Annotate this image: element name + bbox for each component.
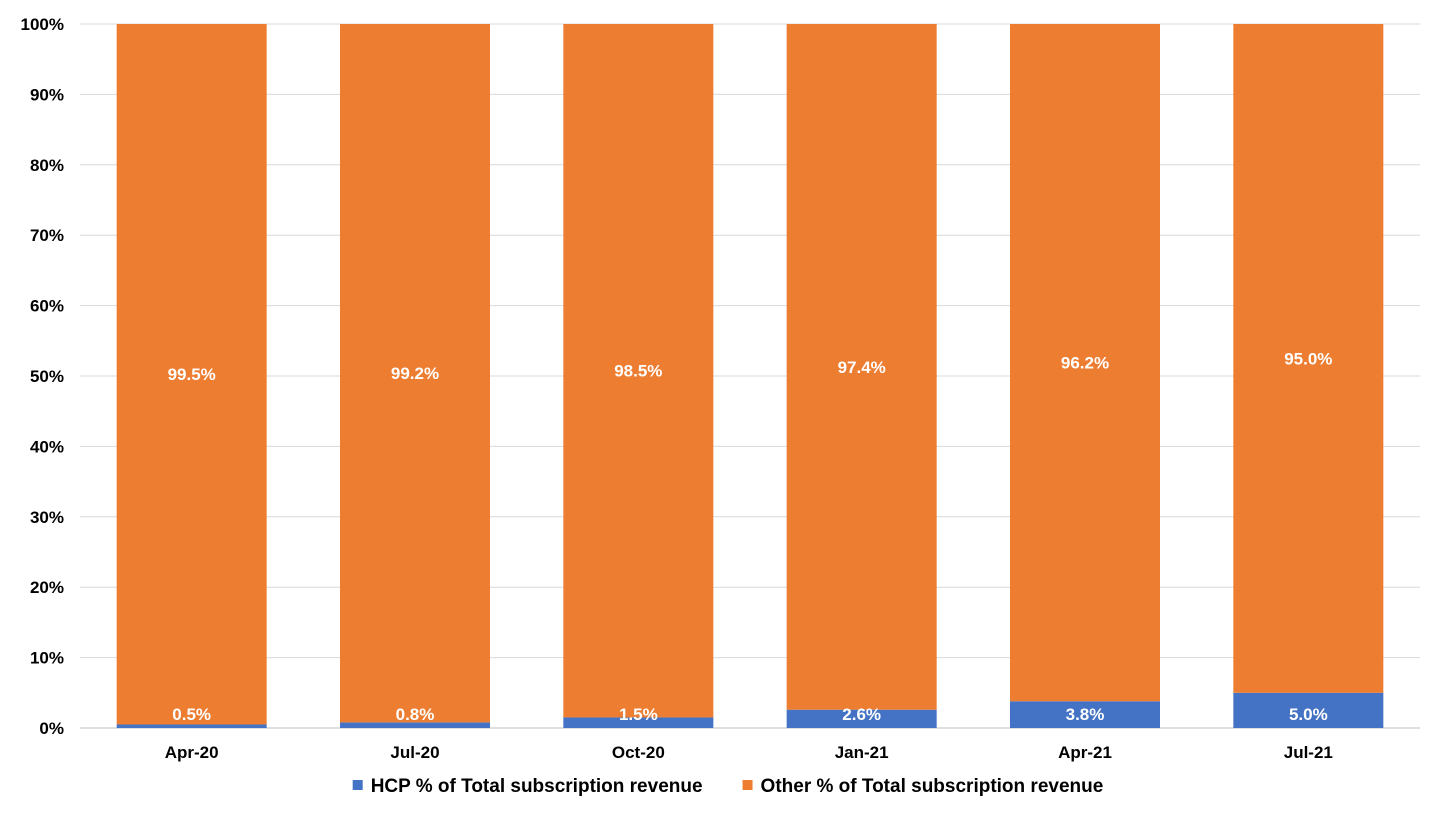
- bar-segment-hcp: [340, 722, 490, 728]
- bar-segment-hcp: [786, 709, 937, 728]
- y-tick-label: 80%: [30, 156, 64, 175]
- data-label: 96.2%: [1061, 354, 1109, 373]
- bar-segment-other: [1010, 24, 1160, 702]
- legend-label-other: Other % of Total subscription revenue: [761, 776, 1104, 797]
- y-tick-label: 0%: [39, 719, 64, 738]
- y-tick-label: 20%: [30, 578, 64, 597]
- bar-segment-other: [1233, 24, 1384, 693]
- data-label: 2.6%: [842, 705, 881, 724]
- data-label: 99.5%: [168, 365, 216, 384]
- y-tick-label: 10%: [30, 649, 64, 668]
- bar-segment-other: [116, 24, 267, 725]
- x-tick-label: Jul-21: [1284, 743, 1333, 762]
- x-tick-label: Jul-20: [390, 743, 439, 762]
- bar-segment-hcp: [563, 717, 714, 728]
- bar-segment-hcp: [1233, 692, 1384, 728]
- bar-segment-hcp: [1010, 701, 1160, 728]
- legend-swatch-hcp: [352, 780, 363, 790]
- data-labels: 0.5% 99.5% 0.8% 99.2% 1.5% 98.5% 2.6% 97.4% 3.8%…: [168, 349, 1333, 724]
- y-tick-label: 40%: [30, 437, 64, 456]
- y-tick-label: 30%: [30, 508, 64, 527]
- data-label: 0.5%: [172, 705, 211, 724]
- data-label: 98.5%: [614, 362, 662, 381]
- data-label: 99.2%: [391, 364, 439, 383]
- y-tick-label: 50%: [30, 367, 64, 386]
- axes: 0% 10% 20% 30% 40% 50% 60% 70% 80% 90% 100% Apr-20 J…: [21, 15, 1333, 762]
- y-tick-label: 70%: [30, 226, 64, 245]
- bar-segment-other: [340, 24, 490, 723]
- data-label: 5.0%: [1289, 705, 1328, 724]
- data-label: 0.8%: [396, 705, 435, 724]
- data-label: 1.5%: [619, 705, 658, 724]
- bars: [116, 24, 1384, 728]
- x-tick-label: Apr-20: [165, 743, 219, 762]
- x-tick-label: Jan-21: [835, 743, 889, 762]
- y-tick-label: 100%: [21, 15, 64, 34]
- bar-segment-other: [786, 24, 937, 710]
- y-tick-label: 90%: [30, 85, 64, 104]
- data-label: 3.8%: [1066, 705, 1105, 724]
- legend: HCP % of Total subscription revenue Other…: [352, 776, 1104, 797]
- data-label: 97.4%: [838, 358, 886, 377]
- x-tick-label: Apr-21: [1058, 743, 1112, 762]
- legend-label-hcp: HCP % of Total subscription revenue: [371, 776, 703, 797]
- x-tick-label: Oct-20: [612, 743, 665, 762]
- bar-segment-other: [563, 24, 714, 718]
- legend-swatch-other: [742, 780, 753, 790]
- bar-segment-hcp: [116, 724, 267, 728]
- gridlines: [80, 23, 1420, 729]
- y-tick-label: 60%: [30, 297, 64, 316]
- data-label: 95.0%: [1284, 349, 1332, 368]
